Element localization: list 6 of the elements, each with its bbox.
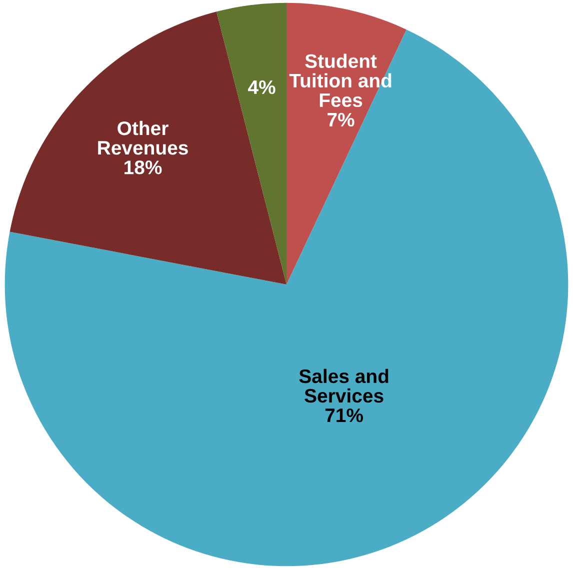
data-label: 7% [328,112,354,127]
data-label: 18% [124,160,162,174]
slice-label: Other Revenues [98,120,188,155]
data-label: 4% [248,80,276,94]
slice-label: Sales and Services [299,368,388,403]
data-label: 71% [325,408,363,422]
